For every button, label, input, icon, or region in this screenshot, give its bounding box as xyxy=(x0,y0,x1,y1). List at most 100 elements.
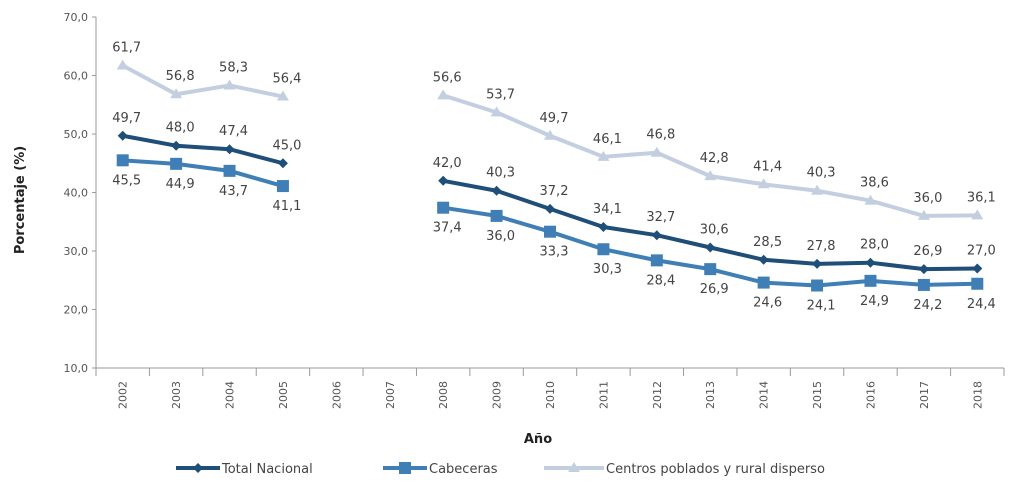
data-point-square xyxy=(116,154,129,167)
y-tick-label: 70,0 xyxy=(64,11,89,24)
y-tick-label: 30,0 xyxy=(64,245,89,258)
data-point-square xyxy=(864,274,877,287)
x-tick-label: 2002 xyxy=(117,381,130,409)
y-axis-title: Porcentaje (%) xyxy=(13,146,28,254)
series-1 xyxy=(116,154,984,292)
series-layer xyxy=(116,59,984,292)
data-point-triangle xyxy=(116,59,129,70)
data-point-square xyxy=(811,279,824,292)
data-point-diamond xyxy=(598,222,609,233)
data-point-triangle xyxy=(568,462,580,472)
data-point-triangle xyxy=(917,209,930,220)
data-label: 56,4 xyxy=(272,72,301,87)
data-point-diamond xyxy=(705,242,716,253)
data-label: 43,7 xyxy=(219,184,248,199)
data-point-triangle xyxy=(811,184,824,195)
data-label: 42,8 xyxy=(700,151,729,166)
data-label: 41,4 xyxy=(753,159,782,174)
data-label: 42,0 xyxy=(433,156,462,171)
data-point-triangle xyxy=(170,88,183,99)
data-label: 26,9 xyxy=(913,244,942,259)
data-point-triangle xyxy=(971,209,984,220)
data-point-diamond xyxy=(224,144,235,155)
x-tick-label: 2009 xyxy=(491,381,504,409)
data-label: 46,8 xyxy=(646,128,675,143)
data-label: 36,0 xyxy=(486,229,515,244)
data-point-diamond xyxy=(193,463,203,473)
x-tick-label: 2011 xyxy=(597,381,610,409)
data-point-square xyxy=(490,209,503,222)
data-point-square xyxy=(223,164,236,177)
data-point-square xyxy=(399,462,411,474)
data-label: 33,3 xyxy=(540,245,569,260)
data-label: 27,0 xyxy=(967,244,996,259)
data-point-square xyxy=(276,180,289,193)
data-point-square xyxy=(704,263,717,276)
x-tick-label: 2014 xyxy=(758,381,771,409)
x-tick-label: 2005 xyxy=(277,381,290,409)
data-point-diamond xyxy=(171,140,182,151)
data-point-square xyxy=(971,277,984,290)
data-label: 32,7 xyxy=(646,210,675,225)
data-label: 30,3 xyxy=(593,262,622,277)
data-label: 58,3 xyxy=(219,60,248,75)
x-tick-label: 2006 xyxy=(330,381,343,409)
legend-label: Centros poblados y rural disperso xyxy=(606,462,825,477)
data-point-diamond xyxy=(545,203,555,214)
legend-item: Cabeceras xyxy=(383,462,498,477)
data-label: 49,7 xyxy=(112,111,141,126)
data-label: 28,5 xyxy=(753,235,782,250)
data-label: 44,9 xyxy=(166,177,195,192)
series-2 xyxy=(116,59,984,220)
legend: Total Nacional Cabeceras Centros poblados … xyxy=(176,462,825,477)
legend-label: Cabeceras xyxy=(429,462,498,477)
series-line xyxy=(121,63,284,99)
data-point-square xyxy=(597,243,610,256)
x-tick-label: 2008 xyxy=(437,381,450,409)
data-point-triangle xyxy=(437,89,450,100)
x-tick-label: 2013 xyxy=(704,381,717,409)
data-label: 48,0 xyxy=(166,121,195,136)
data-label: 47,4 xyxy=(219,124,248,139)
data-label: 41,1 xyxy=(272,199,301,214)
data-label: 45,5 xyxy=(112,173,141,188)
x-tick-label: 2015 xyxy=(811,381,824,409)
data-point-diamond xyxy=(865,257,876,268)
data-point-square xyxy=(544,225,556,238)
y-tick-label: 50,0 xyxy=(64,128,89,141)
data-point-square xyxy=(437,201,450,214)
x-tick-label: 2012 xyxy=(651,381,664,409)
data-point-triangle xyxy=(276,90,289,101)
data-label: 56,6 xyxy=(433,70,462,85)
data-point-triangle xyxy=(650,146,663,157)
y-tick-label: 60,0 xyxy=(64,70,89,83)
y-axis: 10,0 20,0 30,0 40,0 50,0 60,0 70,0 xyxy=(64,11,97,375)
data-label: 37,2 xyxy=(540,184,569,199)
data-label: 36,1 xyxy=(967,190,996,205)
data-label: 36,0 xyxy=(913,191,942,206)
y-tick-label: 10,0 xyxy=(64,362,89,375)
x-axis-title: Año xyxy=(524,432,552,447)
data-label: 24,9 xyxy=(860,294,889,309)
x-tick-label: 2018 xyxy=(971,381,984,409)
series-line xyxy=(122,133,284,166)
legend-item: Total Nacional xyxy=(176,462,313,477)
x-tick-label: 2004 xyxy=(224,381,237,409)
data-point-square xyxy=(170,157,183,170)
x-tick-label: 2007 xyxy=(384,381,397,409)
series-line xyxy=(122,158,284,188)
y-tick-label: 40,0 xyxy=(64,187,89,200)
data-label: 40,3 xyxy=(486,166,515,181)
data-label: 38,6 xyxy=(860,176,889,191)
data-label: 27,8 xyxy=(807,239,836,254)
x-tick-label: 2003 xyxy=(170,381,183,409)
data-point-square xyxy=(917,278,930,291)
data-label: 61,7 xyxy=(112,41,141,56)
data-label: 24,6 xyxy=(753,296,782,311)
data-point-diamond xyxy=(438,175,449,186)
data-point-diamond xyxy=(972,263,983,274)
data-point-diamond xyxy=(758,254,769,265)
data-point-diamond xyxy=(491,185,502,196)
data-point-diamond xyxy=(918,264,929,275)
